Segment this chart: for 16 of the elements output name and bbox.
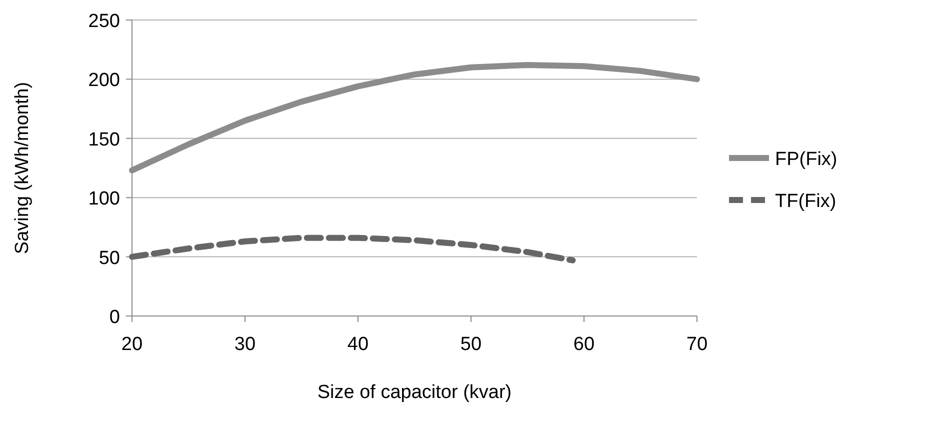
x-tick-label: 30 [234, 334, 256, 355]
y-axis-title: Saving (kWh/month) [12, 82, 33, 254]
x-axis-title: Size of capacitor (kvar) [317, 382, 512, 403]
legend-label: FP(Fix) [775, 149, 838, 170]
y-tick-label: 0 [109, 307, 120, 328]
legend-label: TF(Fix) [775, 191, 836, 212]
y-tick-label: 200 [88, 70, 120, 92]
y-tick-label: 150 [88, 129, 120, 150]
x-tick-label: 20 [121, 334, 143, 355]
x-tick-label: 40 [347, 334, 369, 355]
y-tick-label: 50 [98, 248, 120, 269]
x-tick-label: 70 [686, 334, 708, 355]
y-tick-label: 100 [88, 188, 120, 210]
x-tick-label: 60 [573, 334, 595, 355]
y-tick-label: 250 [88, 11, 120, 32]
x-tick-label: 50 [460, 334, 482, 355]
